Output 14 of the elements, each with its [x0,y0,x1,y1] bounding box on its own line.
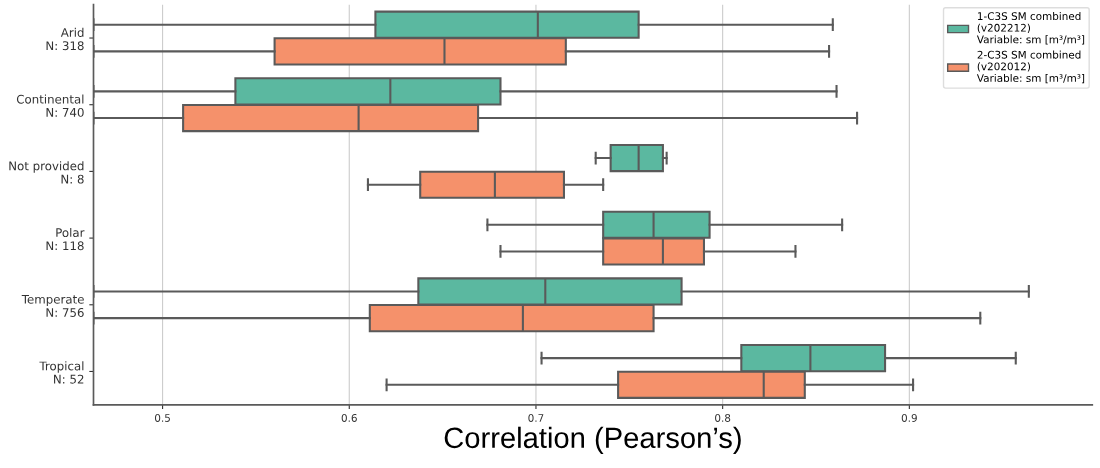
legend-label: 2-C3S SM combined (v202012) Variable: sm [m³/m³] [976,50,1085,84]
x-tick-label: 0.5 [154,414,170,422]
legend-label: 1-C3S SM combined (v202212) Variable: sm [m³/m³] [976,11,1085,45]
x-tick-label: 0.9 [901,414,917,422]
x-axis-title: Correlation (Pearson’s) [444,426,741,454]
x-tick-label: 0.8 [715,414,731,422]
y-tick-label: Temperate N: 756 [21,294,84,317]
y-tick-label: Arid N: 318 [46,27,84,51]
y-tick-label: Tropical N: 52 [39,361,84,384]
y-tick-label: Polar N: 118 [46,227,85,251]
x-tick-label: 0.7 [528,414,544,422]
y-tick-label: Continental N: 740 [16,94,84,117]
y-tick-label: Not provided N: 8 [9,161,84,184]
x-tick-label: 0.6 [341,414,357,422]
